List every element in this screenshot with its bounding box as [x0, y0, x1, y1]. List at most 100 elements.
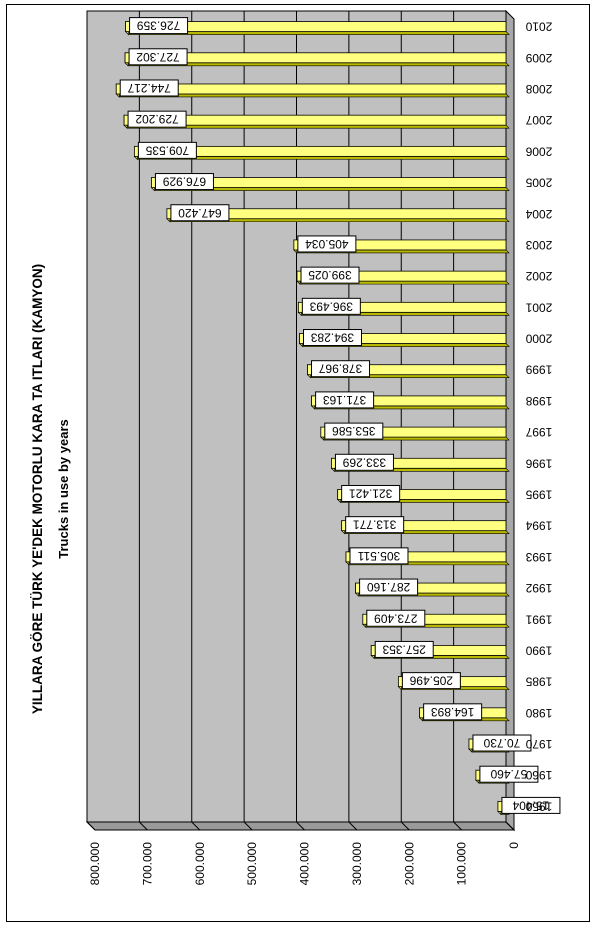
value-label: 399.025 — [308, 268, 352, 282]
bar — [296, 270, 507, 282]
value-label-box — [119, 79, 179, 97]
value-label-box — [334, 453, 394, 471]
value-label-box — [374, 640, 434, 658]
value-label-box — [366, 609, 426, 627]
gridline-depth — [348, 821, 358, 831]
bar — [337, 489, 507, 500]
value-label: 70.730 — [483, 736, 520, 750]
bar — [311, 395, 507, 407]
value-label: 396.493 — [309, 299, 353, 313]
bar — [125, 21, 507, 32]
value-label: 726.359 — [137, 19, 181, 33]
axis-tick-label: 400.000 — [298, 842, 312, 886]
value-label-box — [401, 672, 461, 690]
value-label: 57.460 — [490, 767, 527, 781]
value-label-box — [359, 578, 419, 596]
value-label: 727.302 — [136, 50, 180, 64]
value-label-box — [349, 547, 409, 565]
value-label-box — [311, 360, 371, 378]
value-label-box — [137, 141, 197, 159]
value-label-box — [315, 391, 375, 409]
bar — [166, 208, 507, 220]
bar — [320, 426, 507, 438]
value-label: 205.496 — [409, 674, 453, 688]
axis-tick-label: 300.000 — [350, 842, 364, 886]
value-label-box — [154, 173, 214, 191]
chart-subtitle: Trucks in use by years — [56, 419, 71, 559]
gridline-depth — [400, 821, 410, 831]
value-label: 353.586 — [332, 424, 376, 438]
value-label: 709.535 — [145, 143, 189, 157]
value-label-box — [301, 297, 361, 315]
axis-tick-label: 0 — [507, 842, 521, 849]
value-label-box — [479, 765, 539, 783]
bar — [115, 83, 507, 95]
value-label: 647.420 — [178, 206, 222, 220]
value-label: 371.163 — [323, 393, 367, 407]
gridline-depth — [139, 821, 148, 831]
category-label: 2002 — [525, 269, 552, 283]
value-label-box — [300, 266, 360, 284]
bar — [151, 177, 507, 188]
category-label: 1992 — [525, 581, 552, 595]
category-label: 2008 — [525, 82, 552, 96]
category-label: 1980 — [525, 706, 552, 720]
bar — [331, 457, 507, 469]
bar — [123, 114, 507, 126]
category-label: 1998 — [525, 394, 552, 408]
category-label: 1990 — [525, 643, 552, 657]
value-label: 305.511 — [357, 549, 400, 563]
value-label: 394.283 — [310, 331, 354, 345]
category-label: 2003 — [525, 238, 552, 252]
value-label: 333.269 — [342, 455, 386, 469]
category-label: 2004 — [525, 207, 552, 221]
value-label-box — [128, 48, 188, 66]
category-label: 2006 — [525, 144, 552, 158]
category-label: 2007 — [525, 113, 552, 127]
axis-tick-label: 100.000 — [455, 842, 469, 886]
category-label: 2010 — [525, 20, 552, 34]
value-label: 676.929 — [162, 175, 206, 189]
value-label: 405.034 — [305, 237, 349, 251]
bar — [362, 613, 507, 625]
axis-tick-label: 200.000 — [402, 842, 416, 886]
category-label: 1991 — [525, 612, 552, 626]
bar — [297, 301, 507, 313]
gridline-depth — [505, 821, 515, 831]
bar — [341, 520, 507, 532]
category-label: 1994 — [525, 519, 552, 533]
value-label: 744.217 — [127, 81, 171, 95]
value-label-box — [170, 204, 230, 222]
bar — [299, 333, 507, 344]
value-label: 729.202 — [135, 112, 179, 126]
value-label: 273.409 — [374, 611, 418, 625]
bar — [124, 52, 507, 64]
value-label-box — [129, 17, 189, 35]
bar — [133, 145, 507, 157]
category-label: 1970 — [525, 737, 552, 751]
category-label: 1997 — [525, 425, 552, 439]
value-label: 313.771 — [353, 518, 397, 532]
bar — [345, 551, 507, 563]
category-label: 2001 — [525, 300, 552, 314]
gridline-depth — [86, 821, 96, 831]
bar — [355, 582, 507, 594]
value-label: 164.893 — [431, 705, 475, 719]
value-label-box — [297, 235, 357, 253]
value-label-box — [472, 734, 532, 752]
value-label-box — [423, 703, 483, 721]
gridline-depth — [191, 821, 201, 831]
bar — [370, 645, 507, 656]
category-label: 1993 — [525, 550, 552, 564]
value-label-box — [127, 110, 187, 128]
category-label: 1996 — [525, 456, 552, 470]
axis-tick-label: 700.000 — [140, 842, 154, 886]
value-label: 15.404 — [512, 798, 549, 812]
chart-title: YILLARA GÖRE TÜRK YE'DEK MOTORLU KARA TA… — [30, 263, 45, 715]
bar — [307, 364, 507, 376]
value-label: 321.421 — [349, 486, 393, 500]
gridline-depth — [296, 821, 305, 831]
axis-tick-label: 800.000 — [88, 842, 102, 886]
category-label: 1985 — [525, 675, 552, 689]
